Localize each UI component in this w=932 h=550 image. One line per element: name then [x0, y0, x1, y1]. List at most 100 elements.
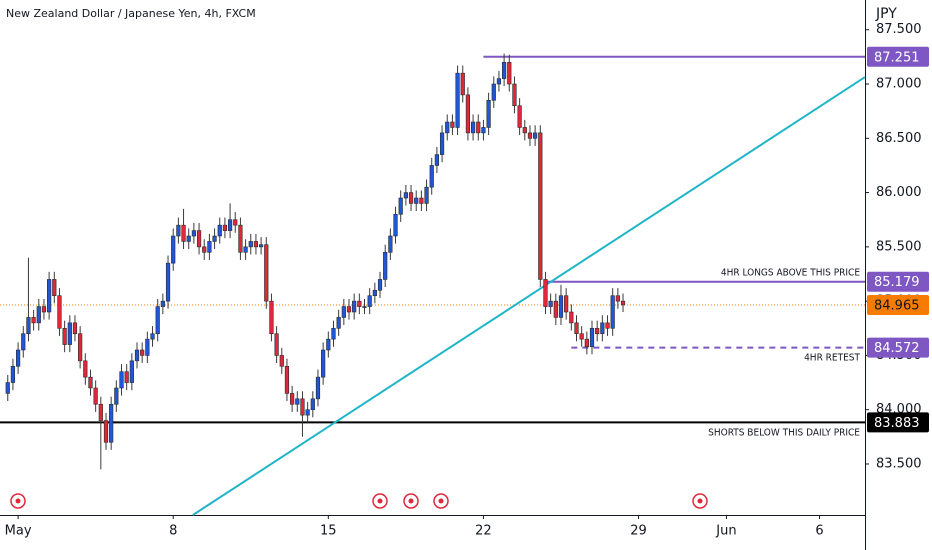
candle-body — [620, 300, 626, 306]
candle-body — [300, 398, 305, 416]
candle-body — [393, 213, 398, 237]
candle-body — [233, 219, 238, 226]
candle-body — [150, 333, 155, 340]
candle-body — [264, 244, 269, 302]
candle-body — [481, 127, 486, 134]
price-badge-label: 84.572 — [874, 341, 920, 356]
level-note: 4HR LONGS ABOVE THIS PRICE — [721, 268, 860, 279]
candle-body — [52, 279, 57, 297]
candle-body — [284, 365, 290, 394]
event-icon[interactable] — [403, 493, 419, 509]
price-badge — [867, 46, 929, 67]
candle-body — [512, 83, 517, 107]
candle-body — [98, 403, 103, 421]
candle-body — [41, 306, 47, 313]
price-badge-label: 87.251 — [874, 50, 920, 65]
candle-body — [83, 360, 88, 378]
candle-body — [202, 246, 207, 253]
candle-body — [460, 72, 465, 96]
x-tick-label: Jun — [715, 524, 736, 539]
candle-body — [21, 333, 26, 351]
candle-body — [321, 349, 326, 378]
y-tick-label: 83.500 — [876, 456, 922, 471]
candle-body — [10, 365, 16, 383]
candle-body — [47, 279, 52, 313]
candle-body — [357, 300, 362, 307]
candle-body — [346, 306, 352, 313]
candle-body — [26, 317, 31, 335]
candle-body — [352, 300, 357, 313]
candle-body — [155, 306, 160, 335]
candle-body — [367, 295, 372, 307]
candle-body — [145, 338, 150, 356]
y-tick-label: 85.500 — [876, 239, 922, 254]
candle-body — [93, 387, 98, 405]
plot — [0, 53, 866, 516]
candle-body — [398, 197, 403, 215]
candle-body — [372, 289, 377, 297]
candle-body — [455, 72, 460, 128]
candle-body — [31, 317, 36, 324]
candle-body — [160, 300, 165, 307]
candle-body — [336, 317, 341, 329]
candle-body — [222, 224, 228, 231]
y-tick-label: 86.000 — [876, 185, 922, 200]
candle-body — [279, 355, 284, 367]
candle-body — [171, 235, 176, 264]
candle-body — [62, 327, 67, 345]
candle-body — [243, 246, 248, 253]
price-badge-label: 85.179 — [874, 275, 920, 290]
y-tick-label: 87.000 — [876, 77, 922, 92]
candle-body — [362, 306, 367, 308]
candle-body — [124, 371, 129, 383]
candle-body — [543, 279, 548, 307]
price-badge-label: 84.965 — [874, 298, 920, 313]
candle-body — [36, 306, 41, 324]
candle-body — [414, 197, 419, 204]
candle-body — [5, 382, 10, 394]
candle-body — [383, 251, 388, 280]
candle-body — [103, 420, 109, 443]
x-tick-label: 22 — [475, 524, 492, 539]
event-icon[interactable] — [10, 493, 26, 509]
candle-body — [579, 333, 584, 340]
candle-body — [574, 322, 579, 335]
x-tick-label: 8 — [169, 524, 177, 539]
candle-body — [119, 371, 124, 389]
candle-body — [496, 78, 502, 85]
x-tick-label: May — [5, 524, 32, 539]
event-icon[interactable] — [692, 493, 708, 509]
price-badge — [867, 294, 929, 315]
candle-body — [114, 387, 119, 405]
candle-body — [315, 376, 321, 400]
candle-body — [129, 360, 134, 383]
candle-body — [486, 100, 491, 128]
candle-body — [165, 262, 171, 302]
candle-body — [424, 186, 429, 204]
candle-body — [595, 327, 600, 335]
candle-body — [491, 83, 496, 101]
candle-body — [259, 244, 264, 248]
candle-body — [331, 327, 336, 340]
level-note: 4HR RETEST — [804, 353, 860, 364]
event-icon[interactable] — [372, 493, 388, 509]
level-note: SHORTS BELOW THIS DAILY PRICE — [708, 427, 860, 438]
candle-body — [207, 241, 212, 253]
candle-body — [533, 132, 538, 139]
candle-body — [589, 327, 595, 348]
event-markers — [10, 493, 708, 509]
candle-body — [109, 403, 114, 443]
event-icon[interactable] — [433, 493, 449, 509]
candle-body — [605, 322, 610, 329]
candle-body — [176, 224, 181, 237]
candle-body — [290, 393, 295, 405]
candle-body — [196, 230, 202, 248]
candle-body — [217, 224, 222, 237]
candle-body — [274, 333, 279, 356]
x-tick-label: 29 — [630, 524, 647, 539]
candle-body — [558, 295, 564, 318]
y-tick-label: 87.500 — [876, 22, 922, 37]
candle-body — [238, 224, 243, 253]
